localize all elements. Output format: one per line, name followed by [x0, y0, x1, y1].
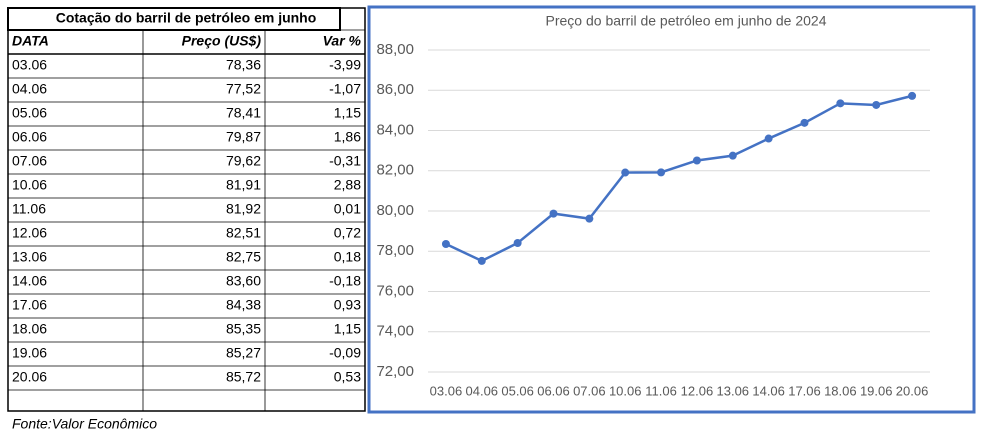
- table-cell: 84,38: [226, 297, 261, 313]
- table-cell: 77,52: [226, 81, 261, 97]
- table-cell: 81,92: [226, 201, 261, 217]
- y-tick-label: 82,00: [376, 162, 414, 179]
- chart-title: Preço do barril de petróleo em junho de …: [546, 13, 827, 29]
- table-cell: 85,72: [226, 369, 261, 385]
- y-tick-label: 76,00: [376, 282, 414, 299]
- point: [800, 118, 809, 127]
- table-cell: 1,15: [334, 105, 361, 121]
- table-cell: -0,09: [329, 345, 361, 361]
- x-tick-label: 04.06: [466, 383, 499, 398]
- table-cell: 82,51: [226, 225, 261, 241]
- point: [477, 256, 486, 265]
- table-cell: 0,53: [334, 369, 361, 385]
- table-cell: 0,01: [334, 201, 361, 217]
- y-tick-label: 80,00: [376, 202, 414, 219]
- table-cell: 1,86: [334, 129, 361, 145]
- point: [908, 91, 917, 100]
- table-cell: 79,62: [226, 153, 261, 169]
- x-tick-label: 20.06: [896, 383, 929, 398]
- table-cell: 79,87: [226, 129, 261, 145]
- table-cell: 07.06: [12, 153, 47, 169]
- table-cell: 10.06: [12, 177, 47, 193]
- point: [621, 168, 630, 177]
- table-cell: 85,35: [226, 321, 261, 337]
- x-tick-label: 07.06: [573, 383, 606, 398]
- x-tick-label: 06.06: [537, 383, 570, 398]
- table-cell: 78,41: [226, 105, 261, 121]
- x-tick-label: 11.06: [645, 383, 677, 398]
- table-cell: 03.06: [12, 57, 47, 73]
- table-cell: 82,75: [226, 249, 261, 265]
- point: [692, 156, 701, 165]
- x-tick-label: 10.06: [609, 383, 642, 398]
- table-cell: 81,91: [226, 177, 261, 193]
- table-header: Var %: [323, 33, 362, 49]
- table-cell: 0,18: [334, 249, 361, 265]
- point: [549, 209, 558, 218]
- table-cell: -0,18: [329, 273, 361, 289]
- y-tick-label: 88,00: [376, 41, 414, 58]
- point: [728, 151, 737, 160]
- y-tick-label: 78,00: [376, 242, 414, 259]
- table-cell: -1,07: [329, 81, 361, 97]
- table-cell: 05.06: [12, 105, 47, 121]
- table-cell: 18.06: [12, 321, 47, 337]
- source: Fonte:Valor Econômico: [12, 416, 157, 432]
- point: [513, 238, 522, 247]
- x-tick-label: 12.06: [681, 383, 714, 398]
- table-cell: 0,72: [334, 225, 361, 241]
- x-tick-label: 14.06: [752, 383, 785, 398]
- x-tick-label: 13.06: [717, 383, 750, 398]
- table-cell: -0,31: [329, 153, 361, 169]
- table-cell: 2,88: [334, 177, 361, 193]
- x-tick-label: 19.06: [860, 383, 893, 398]
- x-tick-label: 05.06: [501, 383, 534, 398]
- x-tick-label: 17.06: [788, 383, 821, 398]
- table-cell: 20.06: [12, 369, 47, 385]
- point: [657, 168, 666, 177]
- point: [764, 134, 773, 143]
- y-tick-label: 86,00: [376, 81, 414, 98]
- table-cell: 19.06: [12, 345, 47, 361]
- series-line: [445, 94, 913, 263]
- point: [836, 99, 845, 108]
- table-header: Preço (US$): [182, 33, 262, 49]
- table-cell: 1,15: [334, 321, 361, 337]
- point: [872, 100, 881, 109]
- table-cell: 11.06: [12, 201, 46, 217]
- table-cell: 04.06: [12, 81, 47, 97]
- x-tick-label: 18.06: [824, 383, 857, 398]
- y-tick-label: 72,00: [376, 363, 414, 380]
- table-cell: 83,60: [226, 273, 261, 289]
- table-cell: 85,27: [226, 345, 261, 361]
- table-cell: 06.06: [12, 129, 47, 145]
- table-cell: 17.06: [12, 297, 47, 313]
- y-tick-label: 74,00: [376, 323, 414, 340]
- table-cell: 13.06: [12, 249, 47, 265]
- table-cell: 12.06: [12, 225, 47, 241]
- chart-border: [367, 5, 976, 414]
- table-title: Cotação do barril de petróleo em junho: [56, 10, 317, 26]
- y-tick-label: 84,00: [376, 121, 414, 138]
- table-cell: -3,99: [329, 57, 361, 73]
- point: [441, 240, 450, 249]
- table-header: DATA: [12, 33, 49, 49]
- table-cell: 14.06: [12, 273, 47, 289]
- table-cell: 78,36: [226, 57, 261, 73]
- x-tick-label: 03.06: [430, 383, 463, 398]
- table-cell: 0,93: [334, 297, 361, 313]
- point: [585, 214, 594, 223]
